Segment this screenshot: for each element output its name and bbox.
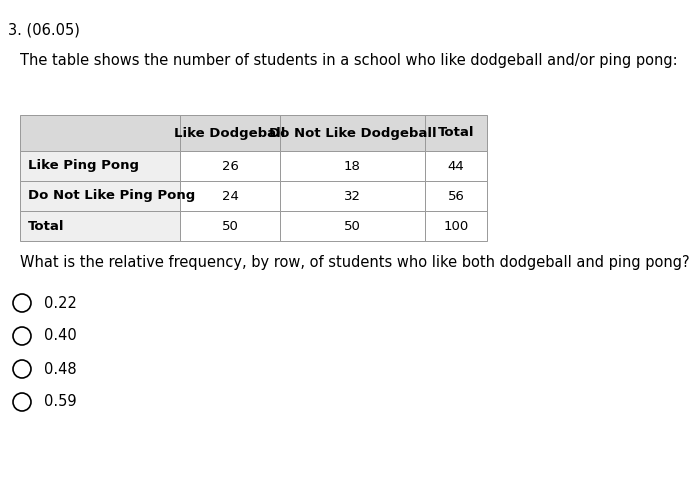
Text: 56: 56 [448,190,464,203]
Bar [180,181,280,211]
Bar [425,211,487,241]
Text: 32: 32 [344,190,361,203]
Bar [280,115,425,151]
Text: 0.22: 0.22 [44,296,77,311]
Text: Total: Total [28,219,64,232]
Bar [280,151,425,181]
Bar [20,211,180,241]
Bar [20,115,180,151]
Text: 0.40: 0.40 [44,328,77,344]
Bar [280,181,425,211]
Text: 0.48: 0.48 [44,361,77,376]
Text: Total: Total [438,127,474,140]
Text: 24: 24 [222,190,238,203]
Bar [20,151,180,181]
Text: Like Ping Pong: Like Ping Pong [28,159,139,172]
Text: 100: 100 [444,219,468,232]
Bar [180,151,280,181]
Bar [180,115,280,151]
Text: Do Not Like Ping Pong: Do Not Like Ping Pong [28,190,196,203]
Text: 18: 18 [344,159,361,172]
Bar [425,181,487,211]
Bar [280,211,425,241]
Text: Do Not Like Dodgeball: Do Not Like Dodgeball [269,127,436,140]
Text: The table shows the number of students in a school who like dodgeball and/or pin: The table shows the number of students i… [20,52,678,68]
Text: 26: 26 [222,159,238,172]
Text: 0.59: 0.59 [44,395,77,409]
Text: Like Dodgeball: Like Dodgeball [174,127,285,140]
Text: 44: 44 [448,159,464,172]
Bar [180,211,280,241]
Bar [425,151,487,181]
Text: 50: 50 [344,219,361,232]
Text: 50: 50 [222,219,238,232]
Bar [425,115,487,151]
Bar [20,181,180,211]
Text: 3. (06.05): 3. (06.05) [8,23,80,37]
Text: What is the relative frequency, by row, of students who like both dodgeball and : What is the relative frequency, by row, … [20,255,691,271]
